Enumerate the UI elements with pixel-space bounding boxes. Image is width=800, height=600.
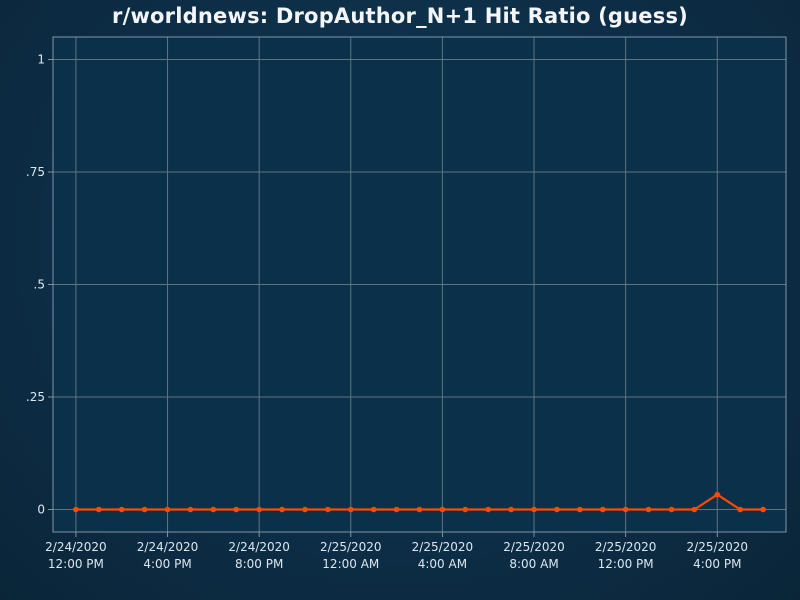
data-point: [302, 506, 308, 513]
x-tick-label-time: 12:00 PM: [48, 557, 104, 571]
data-point: [279, 506, 285, 513]
x-tick-label-time: 12:00 PM: [598, 557, 654, 571]
y-tick-label: 0: [37, 503, 45, 517]
y-tick-label: .25: [26, 390, 45, 404]
data-point: [347, 506, 354, 513]
data-point: [416, 506, 423, 513]
data-point: [737, 506, 743, 513]
data-point: [141, 506, 148, 513]
x-tick-label-time: 4:00 AM: [418, 557, 467, 571]
data-point: [118, 506, 125, 513]
data-point: [164, 506, 171, 513]
data-point: [599, 506, 606, 513]
data-point: [73, 506, 79, 513]
chart-title: r/worldnews: DropAuthor_N+1 Hit Ratio (g…: [112, 4, 688, 28]
data-point: [325, 506, 331, 513]
x-tick-label-date: 2/25/2020: [503, 540, 565, 554]
data-point: [439, 506, 446, 513]
x-tick-label-date: 2/25/2020: [595, 540, 657, 554]
x-tick-label-date: 2/24/2020: [228, 540, 290, 554]
data-point: [187, 506, 194, 513]
x-tick-label-date: 2/24/2020: [45, 540, 107, 554]
data-point: [622, 506, 629, 513]
data-point: [256, 506, 262, 513]
y-tick-label: 1: [37, 53, 45, 67]
x-tick-label-time: 8:00 PM: [235, 557, 283, 571]
plot-frame: [52, 36, 787, 533]
data-point: [96, 506, 102, 513]
data-point: [714, 491, 721, 498]
data-point: [691, 506, 698, 513]
y-tick-label: .75: [26, 165, 45, 179]
data-point: [645, 506, 652, 513]
data-point: [233, 506, 240, 513]
data-point: [393, 506, 400, 513]
data-point: [531, 506, 537, 513]
x-tick-label-date: 2/25/2020: [687, 540, 749, 554]
x-tick-label-date: 2/24/2020: [137, 540, 199, 554]
data-point: [577, 506, 583, 513]
x-tick-label-date: 2/25/2020: [412, 540, 474, 554]
x-tick-label-time: 4:00 PM: [693, 557, 741, 571]
x-tick-label-time: 4:00 PM: [143, 557, 191, 571]
data-point: [370, 506, 377, 513]
data-point: [508, 506, 514, 513]
data-point: [210, 506, 217, 513]
data-point: [554, 506, 560, 513]
y-tick-label: .5: [34, 278, 45, 292]
x-tick-label-time: 8:00 AM: [509, 557, 558, 571]
data-point: [668, 506, 675, 513]
x-tick-label-time: 12:00 AM: [322, 557, 379, 571]
data-point: [760, 506, 766, 513]
data-point: [485, 506, 492, 513]
data-point: [462, 506, 469, 513]
x-tick-label-date: 2/25/2020: [320, 540, 382, 554]
